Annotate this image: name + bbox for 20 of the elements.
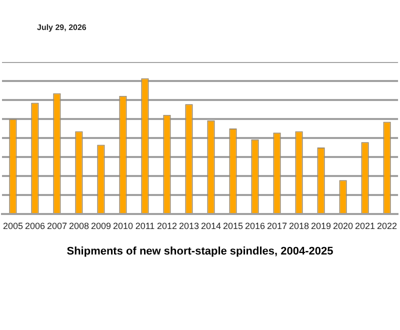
x-tick-label: 2021 <box>355 220 376 231</box>
x-tick-label: 2012 <box>156 220 178 231</box>
text: Shipments of new short-staple spindles, 2004-2025 <box>66 245 334 258</box>
x-tick-label: 2016 <box>244 220 266 231</box>
x-tick-label: 2022 <box>377 220 398 231</box>
x-tick-label: 2006 <box>24 220 45 231</box>
x-tick-label: 2011 <box>135 220 155 231</box>
x-tick-label: 2017 <box>267 220 288 231</box>
x-tick-label: 2018 <box>289 220 310 231</box>
x-tick-label: 2014 <box>200 220 222 231</box>
x-tick-label: 2019 <box>311 220 332 231</box>
x-tick-label: 2015 <box>222 220 244 231</box>
x-tick-label: 2005 <box>2 220 23 231</box>
text: July 29, 2026 <box>37 23 86 32</box>
x-tick-label: 2008 <box>68 220 89 231</box>
x-tick-label: 2010 <box>112 220 133 231</box>
x-tick-label: 2013 <box>178 220 200 231</box>
x-tick-label: 2009 <box>90 220 111 231</box>
x-tick-label: 2007 <box>46 220 67 231</box>
x-tick-label: 2020 <box>333 220 354 231</box>
